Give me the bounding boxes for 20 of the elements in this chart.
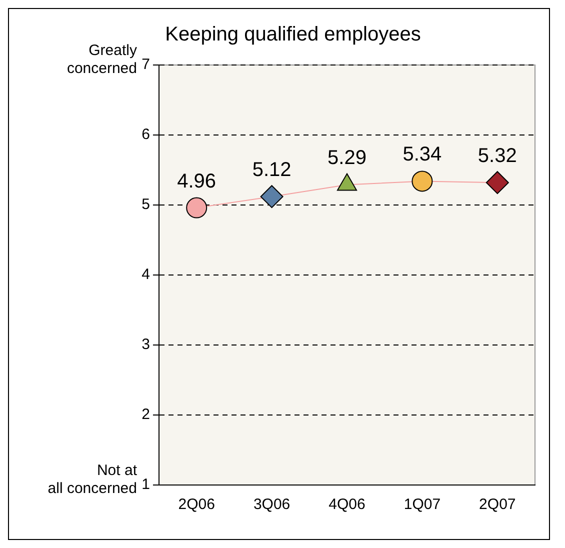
x-tick-label: 3Q06: [253, 496, 290, 514]
data-label: 5.34: [402, 144, 442, 166]
x-tick-label: 4Q06: [328, 496, 366, 514]
x-tick-label: 2Q06: [178, 496, 215, 514]
y-tick-label: 7: [142, 56, 150, 74]
y-tick-label: 1: [142, 476, 150, 494]
y-tick-label: 5: [142, 196, 150, 214]
data-label: 4.96: [177, 170, 216, 192]
text: Greatly concerned: [66, 42, 138, 78]
data-label: 5.32: [478, 145, 517, 168]
data-label: 5.12: [252, 159, 292, 182]
chart-title: Keeping qualified employees: [165, 24, 421, 46]
x-tick-label: 1Q07: [404, 496, 441, 514]
y-tick-label: 2: [142, 406, 150, 424]
data-label: 5.29: [328, 147, 366, 170]
text: Not at all concerned: [48, 462, 138, 498]
x-tick-label: 2Q07: [479, 496, 516, 514]
y-tick-label: 3: [142, 336, 150, 354]
y-tick-label: 4: [142, 266, 150, 284]
y-tick-label: 6: [142, 126, 150, 144]
